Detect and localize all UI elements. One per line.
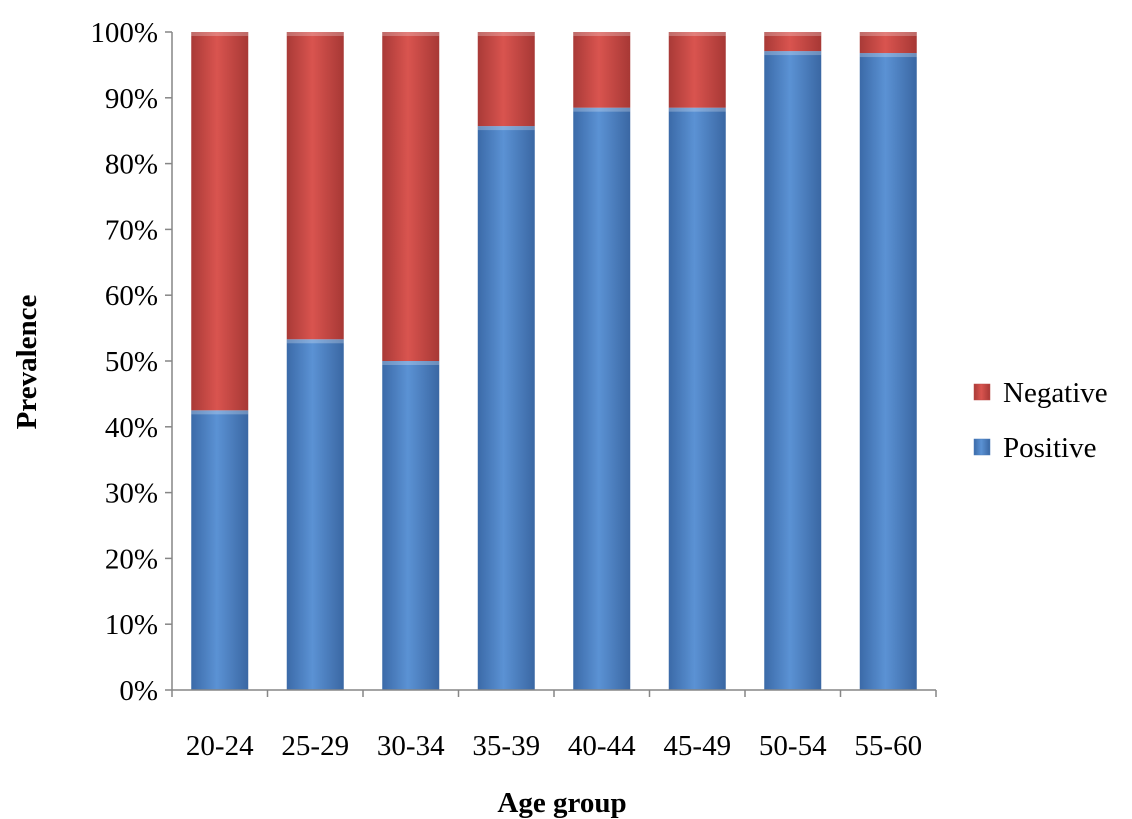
bar-highlight xyxy=(382,32,440,36)
bar-highlight xyxy=(286,32,344,36)
bar-highlight xyxy=(382,361,440,365)
y-axis-title: Prevalence xyxy=(11,295,43,430)
bar-positive-50-54 xyxy=(764,51,822,690)
bar-highlight xyxy=(191,32,249,36)
x-tick-label: 50-54 xyxy=(759,730,827,762)
bar-positive-40-44 xyxy=(573,107,631,691)
legend-label-positive: Positive xyxy=(1003,432,1096,464)
bar-positive-20-24 xyxy=(191,410,249,690)
bar-positive-45-49 xyxy=(668,107,726,691)
x-tick-label: 40-44 xyxy=(568,730,636,762)
bar-highlight xyxy=(859,53,917,58)
legend-swatch-positive xyxy=(973,438,991,456)
bar-highlight xyxy=(477,32,535,36)
bar-highlight xyxy=(859,32,917,36)
bars xyxy=(191,32,917,691)
y-tick-label: 70% xyxy=(105,214,158,246)
x-axis-title: Age group xyxy=(497,787,626,819)
y-tick-label: 40% xyxy=(105,412,158,444)
bar-highlight xyxy=(764,51,822,56)
bar-negative-50-54 xyxy=(764,32,822,52)
y-tick-label: 0% xyxy=(119,675,158,707)
bar-negative-45-49 xyxy=(668,32,726,108)
x-tick-label: 30-34 xyxy=(377,730,445,762)
bar-negative-30-34 xyxy=(382,32,440,361)
y-tick-label: 60% xyxy=(105,280,158,312)
y-tick-label: 80% xyxy=(105,149,158,181)
bar-positive-35-39 xyxy=(477,126,535,691)
x-tick-label: 45-49 xyxy=(663,730,731,762)
bar-highlight xyxy=(764,32,822,36)
y-axis: 0% 10% 20% 30% 40% 50% 60% 70% 80% 90% 100% xyxy=(90,17,173,707)
bar-negative-40-44 xyxy=(573,32,631,108)
x-tick-label: 55-60 xyxy=(854,730,922,762)
y-tick-label: 90% xyxy=(105,83,158,115)
y-tick-label: 30% xyxy=(105,478,158,510)
bar-positive-55-60 xyxy=(859,53,917,690)
x-tick-label: 25-29 xyxy=(281,730,349,762)
bar-positive-30-34 xyxy=(382,361,440,690)
bar-highlight xyxy=(668,107,726,112)
bar-positive-25-29 xyxy=(286,339,344,690)
x-tick-label: 20-24 xyxy=(186,730,254,762)
legend-swatch-negative xyxy=(973,383,991,401)
bar-highlight xyxy=(286,339,344,344)
legend: Negative Positive xyxy=(973,377,1108,464)
x-axis: 20-24 25-29 30-34 35-39 40-44 45-49 50-54 55-60 xyxy=(171,689,937,762)
bar-highlight xyxy=(573,107,631,112)
bar-highlight xyxy=(477,126,535,131)
x-tick-label: 35-39 xyxy=(472,730,540,762)
bar-highlight xyxy=(191,410,249,415)
bar-highlight xyxy=(573,32,631,36)
bar-negative-25-29 xyxy=(286,32,344,340)
y-tick-label: 50% xyxy=(105,346,158,378)
bar-negative-20-24 xyxy=(191,32,249,411)
bar-negative-55-60 xyxy=(859,32,917,54)
y-tick-label: 100% xyxy=(90,17,158,49)
y-tick-label: 10% xyxy=(105,609,158,641)
legend-label-negative: Negative xyxy=(1003,377,1108,409)
y-tick-label: 20% xyxy=(105,543,158,575)
bar-negative-35-39 xyxy=(477,32,535,127)
bar-highlight xyxy=(668,32,726,36)
